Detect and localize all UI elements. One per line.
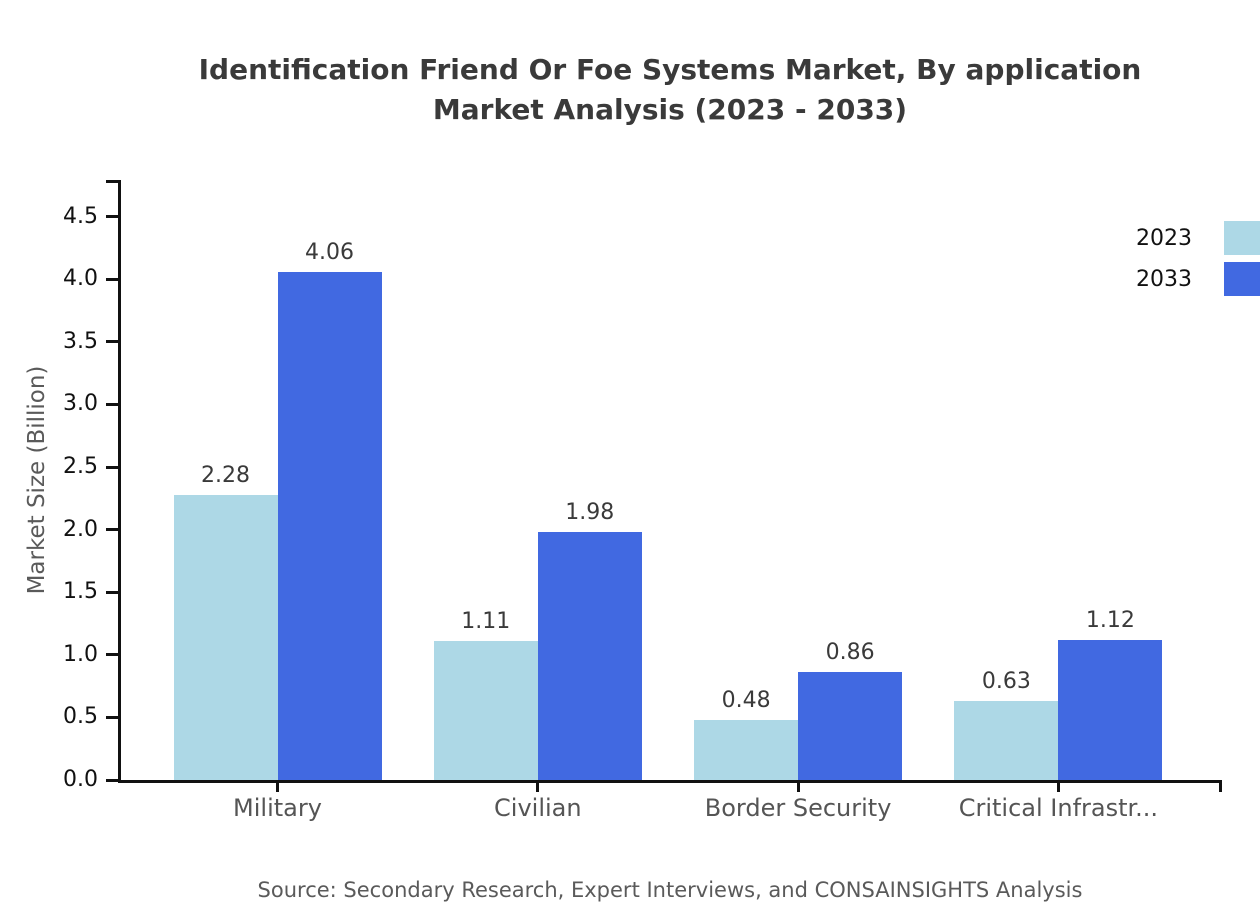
y-tick-mark-1.5 [106,590,118,594]
bar-2033-military [277,271,382,780]
legend-item-2033: 2033 [1136,262,1260,296]
y-tick-mark-2.5 [106,465,118,469]
value-label-2023-critical-infrastr: 0.63 [981,669,1031,695]
legend-item-2023: 2023 [1136,221,1260,255]
chart-title-line1: Identification Friend Or Foe Systems Mar… [198,53,1142,86]
bar-2033-critical-infrastr [1058,639,1163,780]
value-label-2033-border-security: 0.86 [825,640,875,666]
y-tick-mark-2.0 [106,528,118,532]
y-tick-label-0.0: 0.0 [63,767,98,792]
y-tick-mark-3.0 [106,402,118,406]
x-tick-mark-critical-infrastr [1056,780,1060,792]
y-tick-mark-0.0 [106,778,118,782]
bar-2033-civilian [537,532,642,780]
category-label-military: Military [233,794,322,822]
bar-2023-civilian [433,641,538,780]
y-tick-mark-3.5 [106,340,118,344]
value-label-2033-critical-infrastr: 1.12 [1085,607,1135,633]
bar-2023-border-security [694,719,799,780]
x-tick-mark-military [276,780,279,792]
value-label-2023-border-security: 0.48 [721,687,771,713]
y-tick-label-3.5: 3.5 [63,328,98,354]
bar-2023-critical-infrastr [954,701,1059,780]
legend-swatch-2033 [1224,262,1260,296]
x-tick-mark-border-security [796,780,800,792]
value-label-2023-military: 2.28 [201,462,250,488]
source-note: Source: Secondary Research, Expert Inter… [257,878,1083,902]
value-label-2023-civilian: 1.11 [461,609,511,635]
y-tick-label-4.5: 4.5 [63,203,98,229]
legend-swatch-2023 [1224,221,1260,255]
y-tick-mark-4.0 [106,277,118,281]
bar-2023-military [173,494,278,780]
y-tick-mark-4.5 [106,215,118,219]
legend-label-2033: 2033 [1136,266,1192,292]
y-axis-end-tick [106,180,118,183]
legend-label-2023: 2023 [1136,225,1192,251]
plot-area: 0.0 0.5 1.0 1.5 2.0 2.5 3.0 3.5 4.0 4.5 Military 2.… [63,180,1222,822]
category-label-civilian: Civilian [494,794,582,822]
category-label-critical-infrastr: Critical Infrastr... [958,794,1159,822]
category-label-border-security: Border Security [704,794,892,822]
legend: 2023 2033 [1136,221,1260,296]
x-axis-end-tick [1219,780,1222,792]
y-tick-label-4.0: 4.0 [63,266,98,292]
chart-title: Identification Friend Or Foe Systems Mar… [118,50,1222,130]
chart-title-line2: Market Analysis (2023 - 2033) [432,93,908,126]
value-label-2033-civilian: 1.98 [565,500,615,526]
y-tick-label-0.5: 0.5 [63,704,98,730]
y-tick-label-2.0: 2.0 [63,516,98,542]
value-label-2033-military: 4.06 [305,239,354,265]
x-tick-mark-civilian [536,780,540,792]
y-tick-label-3.0: 3.0 [63,391,98,417]
y-tick-label-1.5: 1.5 [63,579,98,605]
y-tick-mark-1.0 [106,653,118,657]
y-tick-label-2.5: 2.5 [63,454,98,479]
y-tick-label-1.0: 1.0 [63,641,98,667]
y-tick-mark-0.5 [106,715,118,719]
bar-2033-border-security [798,672,903,780]
